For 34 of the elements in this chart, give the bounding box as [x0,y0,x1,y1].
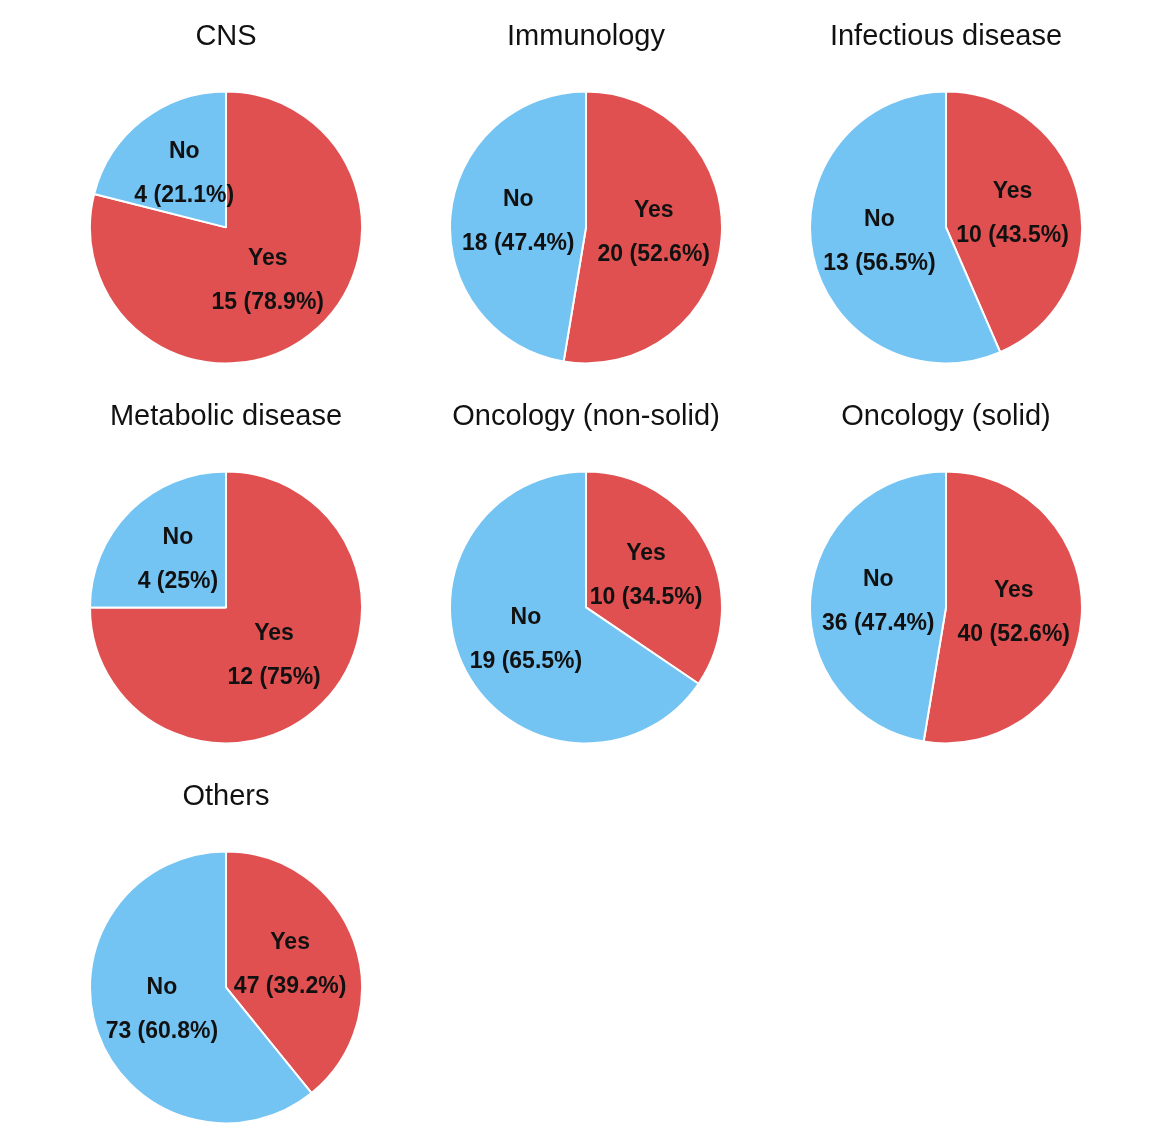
slice-label: Yes [247,244,288,271]
data-label: 10 (43.5%) [956,220,1069,247]
slice-label: No [862,565,894,592]
slice-label: No [510,602,542,629]
slice-label: No [146,973,178,1000]
chart-title: Metabolic disease [109,399,343,432]
data-label: 40 (52.6%) [957,620,1071,647]
data-label: 20 (52.6%) [597,240,711,267]
data-label: 19 (65.5%) [469,646,583,673]
data-label: 15 (78.9%) [211,288,325,315]
chart-title: Immunology [507,19,666,52]
data-label: 36 (47.4%) [821,609,935,636]
chart-title: CNS [195,19,257,52]
data-label: 4 (25%) [137,566,219,593]
slice-label: Yes [633,196,674,223]
slice-label: Yes [993,576,1034,603]
data-label: 13 (56.5%) [823,248,936,275]
chart-title: Others [182,779,270,812]
slice-label: No [502,185,534,212]
slice-label: Yes [992,176,1033,203]
slice-label: Yes [626,538,666,565]
slice-label: No [864,204,895,231]
data-label: 12 (75%) [227,662,321,689]
slice-label: No [162,522,194,549]
data-label: 73 (60.8%) [105,1017,219,1044]
slice-label: No [168,137,200,164]
data-label: 18 (47.4%) [461,229,575,256]
data-label: 10 (34.5%) [589,582,703,609]
data-label: 47 (39.2%) [233,972,347,999]
slice-label: Yes [270,928,310,955]
chart-title: Oncology (solid) [841,399,1051,432]
chart-title: Oncology (non-solid) [452,399,720,432]
slice-label: Yes [254,618,294,645]
chart-title: Infectious disease [829,19,1063,52]
